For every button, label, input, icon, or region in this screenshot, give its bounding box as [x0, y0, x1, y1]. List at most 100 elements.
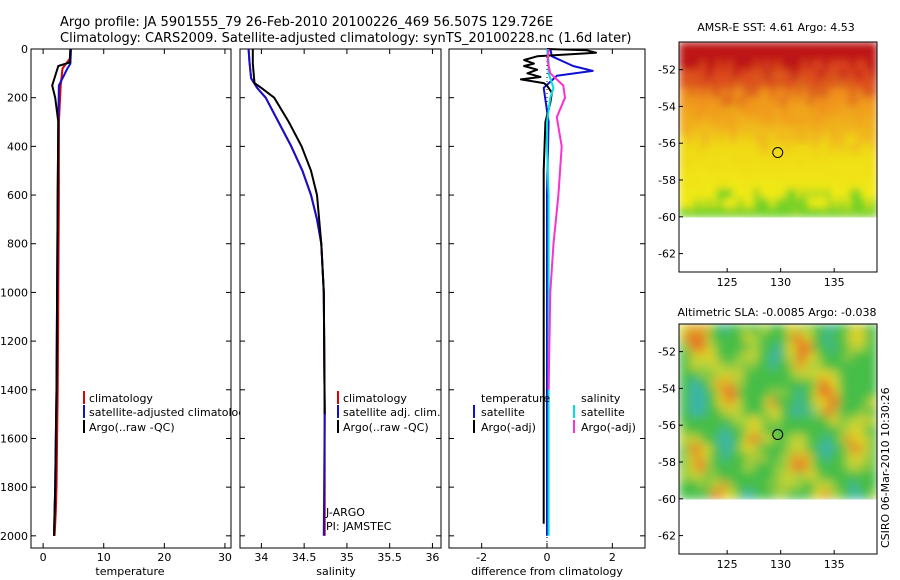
map-cell — [807, 51, 814, 61]
map-cell — [684, 161, 691, 172]
map-cell — [860, 170, 867, 181]
map-cell — [834, 78, 841, 89]
map-cell — [828, 462, 835, 472]
map-cell — [689, 152, 696, 163]
map-cell — [769, 143, 776, 153]
map-cell — [705, 88, 712, 98]
map-cell — [780, 180, 787, 190]
map-cell — [711, 115, 718, 126]
map-cell — [775, 480, 782, 491]
map-cell — [834, 97, 841, 107]
map-cell — [866, 471, 873, 481]
map-cell — [818, 78, 825, 89]
map-cell — [727, 324, 734, 334]
map-cell — [786, 180, 792, 190]
map-cell — [850, 452, 857, 463]
map-cell — [860, 406, 867, 417]
map-cell — [807, 360, 814, 371]
map-cell — [871, 97, 877, 107]
map-cell — [812, 180, 819, 190]
map-cell — [689, 324, 696, 334]
map-cell — [769, 198, 776, 209]
map-cell — [769, 333, 776, 343]
map-cell — [753, 406, 760, 417]
map-cell — [689, 489, 696, 500]
map-cell — [802, 406, 809, 417]
map-cell — [711, 97, 718, 107]
map-cell — [828, 51, 835, 61]
map-cell — [737, 106, 744, 117]
map-cell — [737, 480, 744, 491]
map-cell — [679, 397, 685, 408]
map-cell — [786, 161, 792, 172]
map-cell — [796, 161, 803, 172]
map-cell — [769, 134, 776, 144]
map-cell — [791, 443, 798, 454]
map-cell — [679, 462, 685, 472]
map-cell — [711, 489, 718, 500]
map-cell — [737, 434, 744, 445]
map-cell — [743, 143, 750, 153]
map-cell — [721, 170, 728, 181]
map-cell — [839, 360, 846, 371]
map-cell — [737, 443, 744, 454]
map-cell — [695, 97, 702, 107]
map-cell — [839, 143, 846, 153]
map-cell — [860, 462, 867, 472]
map-cell — [866, 170, 873, 181]
map-cell — [802, 134, 809, 144]
map-cell — [791, 489, 798, 500]
map-cell — [700, 134, 707, 144]
map-cell — [786, 480, 792, 491]
map-cell — [796, 397, 803, 408]
map-cell — [839, 134, 846, 144]
salinity-axes-box — [239, 48, 442, 549]
map-cell — [743, 416, 750, 426]
map-cell — [839, 78, 846, 89]
map-cell — [812, 60, 819, 71]
map-cell — [775, 489, 782, 500]
map-cell — [791, 180, 798, 190]
map-cell — [705, 351, 712, 362]
map-cell — [828, 434, 835, 445]
map-cell — [844, 97, 851, 107]
map-cell — [855, 189, 862, 199]
map-cell — [727, 207, 734, 218]
map-cell — [818, 106, 825, 117]
map-cell — [796, 342, 803, 353]
map-cell — [695, 452, 702, 463]
map-cell — [769, 452, 776, 463]
map-cell — [705, 388, 712, 399]
map-cell — [834, 207, 841, 218]
map-cell — [860, 124, 867, 135]
map-cell — [764, 161, 771, 172]
map-cell — [695, 370, 702, 380]
map-cell — [684, 333, 691, 343]
map-cell — [684, 489, 691, 500]
map-cell — [855, 198, 862, 209]
map-cell — [748, 69, 755, 80]
map-cell — [786, 97, 792, 107]
map-cell — [743, 489, 750, 500]
map-cell — [775, 134, 782, 144]
map-cell — [689, 471, 696, 481]
map-cell — [764, 207, 771, 218]
map-cell — [705, 379, 712, 389]
map-cell — [764, 152, 771, 163]
map-cell — [823, 462, 830, 472]
map-cell — [727, 480, 734, 491]
map-cell — [791, 351, 798, 362]
map-cell — [834, 406, 841, 417]
map-cell — [737, 170, 744, 181]
map-cell — [748, 170, 755, 181]
map-cell — [737, 388, 744, 399]
x-tick-label: 2 — [609, 551, 616, 564]
map-cell — [753, 333, 760, 343]
map-cell — [716, 462, 723, 472]
map-cell — [860, 471, 867, 481]
map-cell — [684, 388, 691, 399]
map-cell — [769, 51, 776, 61]
map-cell — [684, 443, 691, 454]
y-tick-label: 800 — [7, 238, 28, 251]
map-cell — [748, 443, 755, 454]
